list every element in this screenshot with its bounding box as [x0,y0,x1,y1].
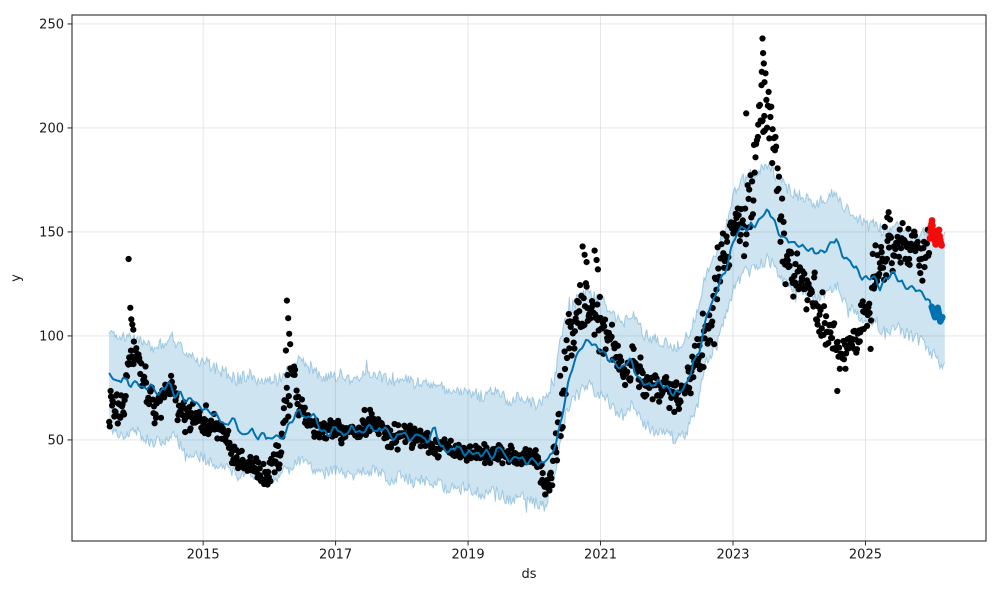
x-tick-label: 2023 [716,548,749,563]
y-axis-label: y [9,274,24,282]
uncertainty-band-upper-edge [108,161,946,411]
x-tick-label: 2025 [849,548,882,563]
x-tick-label: 2017 [319,548,352,563]
anomaly-points [926,217,945,249]
x-axis-label: ds [521,567,537,582]
axis-ticks [67,23,866,546]
observed-points [106,70,933,498]
y-tick-label: 200 [39,121,64,136]
plot-frame [71,14,987,542]
grid-lines [72,15,986,541]
x-tick-label: 2019 [452,548,485,563]
x-tick-label: 2015 [187,548,220,563]
x-tick-label: 2021 [584,548,617,563]
y-tick-label: 250 [39,17,64,32]
y-tick-label: 100 [39,329,64,344]
observed-outlier-points [125,35,894,413]
forecast-line [108,208,933,467]
axis-tick-labels: 2015 2017 2019 2021 2023 2025 50 100 150 200 250 [39,17,882,562]
forecast-tail-bold [928,303,946,325]
y-tick-label: 50 [47,433,64,448]
y-tick-label: 150 [39,225,64,240]
